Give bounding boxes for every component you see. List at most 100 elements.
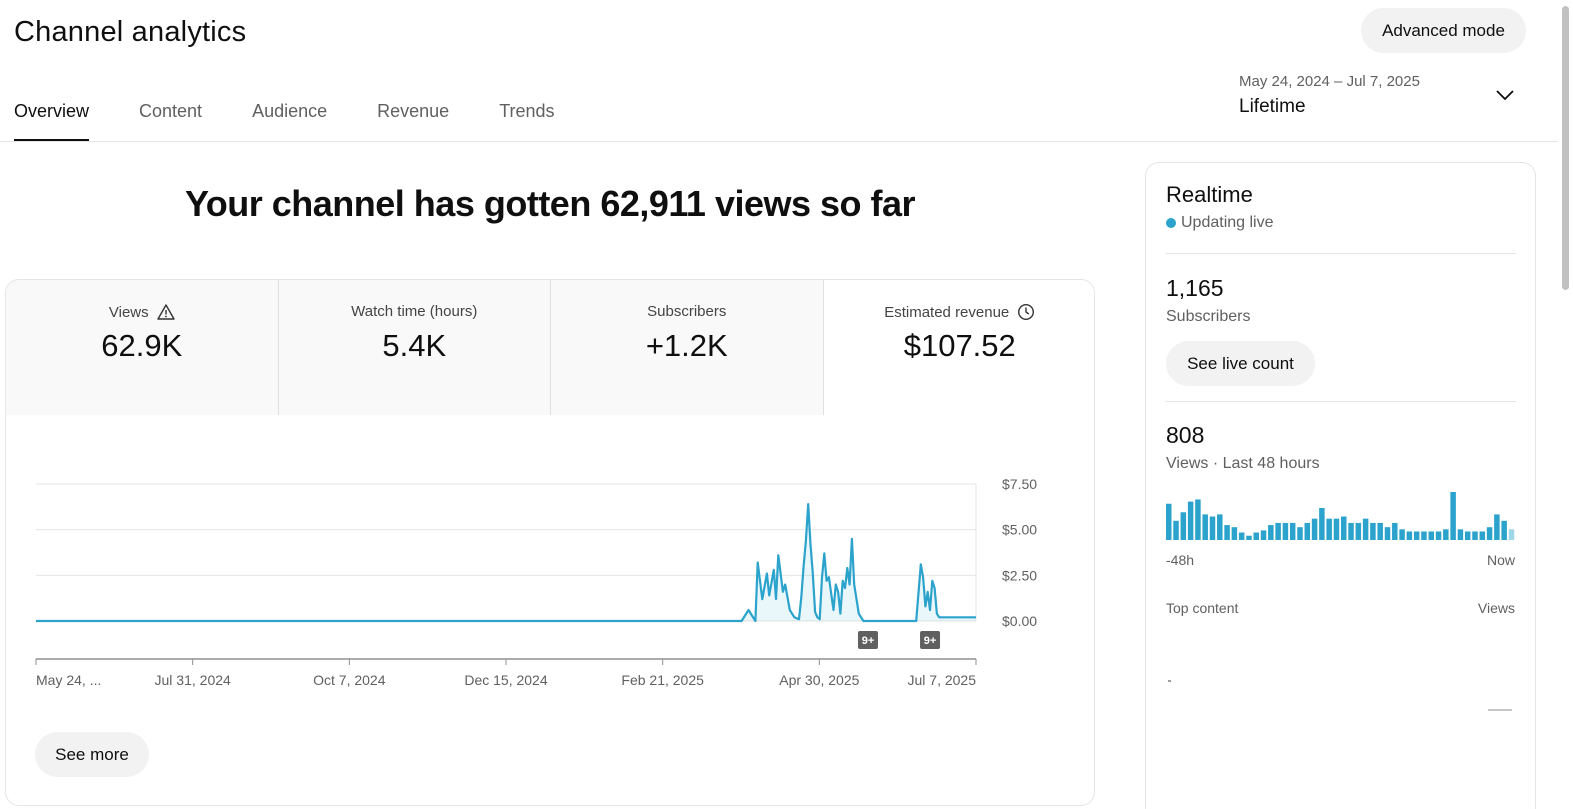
divider xyxy=(1166,253,1516,254)
realtime-bar[interactable] xyxy=(1413,531,1420,540)
metric-tabs: Views 62.9K Watch time (hours) 5.4K Subs… xyxy=(6,280,1094,415)
metric-value: $107.52 xyxy=(903,328,1016,363)
realtime-bar[interactable] xyxy=(1355,522,1362,540)
realtime-bar[interactable] xyxy=(1180,512,1187,540)
realtime-bar[interactable] xyxy=(1377,522,1383,540)
realtime-bar[interactable] xyxy=(1486,527,1493,540)
realtime-bar[interactable] xyxy=(1494,514,1500,540)
tab-audience[interactable]: Audience xyxy=(252,101,328,121)
realtime-bar[interactable] xyxy=(1253,532,1259,540)
realtime-bar[interactable] xyxy=(1479,531,1486,540)
advanced-mode-button[interactable]: Advanced mode xyxy=(1361,8,1526,53)
date-range-dates: May 24, 2024 – Jul 7, 2025 xyxy=(1239,73,1420,90)
realtime-bar[interactable] xyxy=(1392,522,1398,540)
realtime-bar[interactable] xyxy=(1428,531,1434,540)
realtime-bar[interactable] xyxy=(1202,514,1208,540)
top-content-header: Top content xyxy=(1166,600,1239,616)
realtime-views-count: 808 xyxy=(1166,422,1205,448)
annotation-marker[interactable]: 9+ xyxy=(920,631,941,649)
page-scrollbar-thumb[interactable] xyxy=(1562,6,1569,290)
metric-value: 62.9K xyxy=(101,328,183,363)
realtime-bar[interactable] xyxy=(1348,522,1354,540)
realtime-bar[interactable] xyxy=(1370,522,1376,540)
date-range-picker[interactable]: May 24, 2024 – Jul 7, 2025 Lifetime xyxy=(1239,70,1529,126)
realtime-bar[interactable] xyxy=(1319,508,1325,540)
realtime-bar[interactable] xyxy=(1326,518,1332,540)
realtime-bar[interactable] xyxy=(1260,530,1267,540)
realtime-views-chart xyxy=(1166,492,1515,540)
realtime-bar[interactable] xyxy=(1282,522,1289,540)
see-live-count-button[interactable]: See live count xyxy=(1166,341,1315,386)
y-tick-label: $2.50 xyxy=(1002,567,1037,583)
realtime-bar[interactable] xyxy=(1399,529,1405,540)
x-tick-label: Apr 30, 2025 xyxy=(779,672,859,688)
realtime-views-label: Views · Last 48 hours xyxy=(1166,455,1320,472)
realtime-bar[interactable] xyxy=(1508,529,1515,540)
warning-icon xyxy=(156,304,175,320)
realtime-bar[interactable] xyxy=(1297,527,1303,540)
realtime-bar[interactable] xyxy=(1384,527,1391,540)
loading-fragment xyxy=(1168,680,1171,682)
y-tick-label: $5.00 xyxy=(1002,522,1037,538)
annotation-label: 9+ xyxy=(924,635,937,647)
x-tick-label: May 24, ... xyxy=(36,672,101,688)
realtime-bar[interactable] xyxy=(1472,531,1478,540)
metric-tab-subscribers[interactable]: Subscribers +1.2K xyxy=(551,280,824,415)
realtime-bar[interactable] xyxy=(1406,531,1413,540)
subscriber-label: Subscribers xyxy=(1166,308,1251,325)
realtime-bar[interactable] xyxy=(1195,499,1201,540)
realtime-bar[interactable] xyxy=(1231,527,1238,540)
x-tick-label: Dec 15, 2024 xyxy=(464,672,547,688)
annotation-badge xyxy=(920,631,941,649)
realtime-bar[interactable] xyxy=(1209,516,1216,540)
x-tick-label: Feb 21, 2025 xyxy=(621,672,704,688)
realtime-bar[interactable] xyxy=(1275,522,1281,540)
realtime-bar[interactable] xyxy=(1311,518,1318,540)
realtime-bar[interactable] xyxy=(1333,518,1340,540)
x-tick-label: Oct 7, 2024 xyxy=(313,672,386,688)
tab-overview[interactable]: Overview xyxy=(14,86,90,142)
annotation-badge xyxy=(857,631,878,649)
page-scrollbar-track[interactable] xyxy=(1558,0,1573,809)
metric-tab-watch-time[interactable]: Watch time (hours) 5.4K xyxy=(278,280,551,415)
metric-label: Estimated revenue xyxy=(884,303,1010,321)
loading-fragment xyxy=(1488,709,1512,711)
metric-tab-estimated-revenue[interactable]: Estimated revenue $107.52 xyxy=(823,280,1094,415)
realtime-bar[interactable] xyxy=(1501,520,1507,540)
tab-trends[interactable]: Trends xyxy=(499,101,555,121)
metric-value: +1.2K xyxy=(645,328,728,363)
realtime-bar[interactable] xyxy=(1450,492,1456,540)
realtime-bar[interactable] xyxy=(1238,532,1245,540)
realtime-bar[interactable] xyxy=(1187,501,1194,540)
realtime-bar[interactable] xyxy=(1457,529,1464,540)
metric-value: 5.4K xyxy=(382,328,447,363)
metric-tab-views[interactable]: Views 62.9K xyxy=(6,280,279,415)
chart-series-line xyxy=(36,503,976,623)
views-headline: Your channel has gotten 62,911 views so … xyxy=(184,183,916,224)
see-more-button[interactable]: See more xyxy=(35,732,149,777)
realtime-bar[interactable] xyxy=(1341,516,1347,540)
top-content-loading xyxy=(1146,649,1535,739)
realtime-bar[interactable] xyxy=(1443,529,1449,540)
realtime-bar[interactable] xyxy=(1464,531,1471,540)
realtime-card: Realtime Updating live 1,165 Subscribers… xyxy=(1145,162,1536,809)
realtime-bar[interactable] xyxy=(1246,535,1252,540)
metric-label: Views xyxy=(108,303,149,321)
realtime-bar[interactable] xyxy=(1289,522,1296,540)
axis-start-label: -48h xyxy=(1166,552,1195,568)
realtime-title: Realtime xyxy=(1166,182,1253,207)
metric-label: Watch time (hours) xyxy=(351,303,478,320)
tab-content[interactable]: Content xyxy=(139,101,203,121)
realtime-bar[interactable] xyxy=(1304,522,1311,540)
realtime-bar[interactable] xyxy=(1421,531,1427,540)
realtime-bar[interactable] xyxy=(1166,503,1172,540)
realtime-bar[interactable] xyxy=(1435,531,1442,540)
annotation-marker[interactable]: 9+ xyxy=(857,631,878,649)
tab-revenue[interactable]: Revenue xyxy=(377,101,450,121)
realtime-bar[interactable] xyxy=(1224,525,1230,540)
y-tick-label: $7.50 xyxy=(1002,476,1037,492)
realtime-bar[interactable] xyxy=(1173,520,1179,540)
realtime-bar[interactable] xyxy=(1217,514,1223,540)
realtime-bar[interactable] xyxy=(1362,518,1369,540)
realtime-bar[interactable] xyxy=(1268,525,1274,540)
